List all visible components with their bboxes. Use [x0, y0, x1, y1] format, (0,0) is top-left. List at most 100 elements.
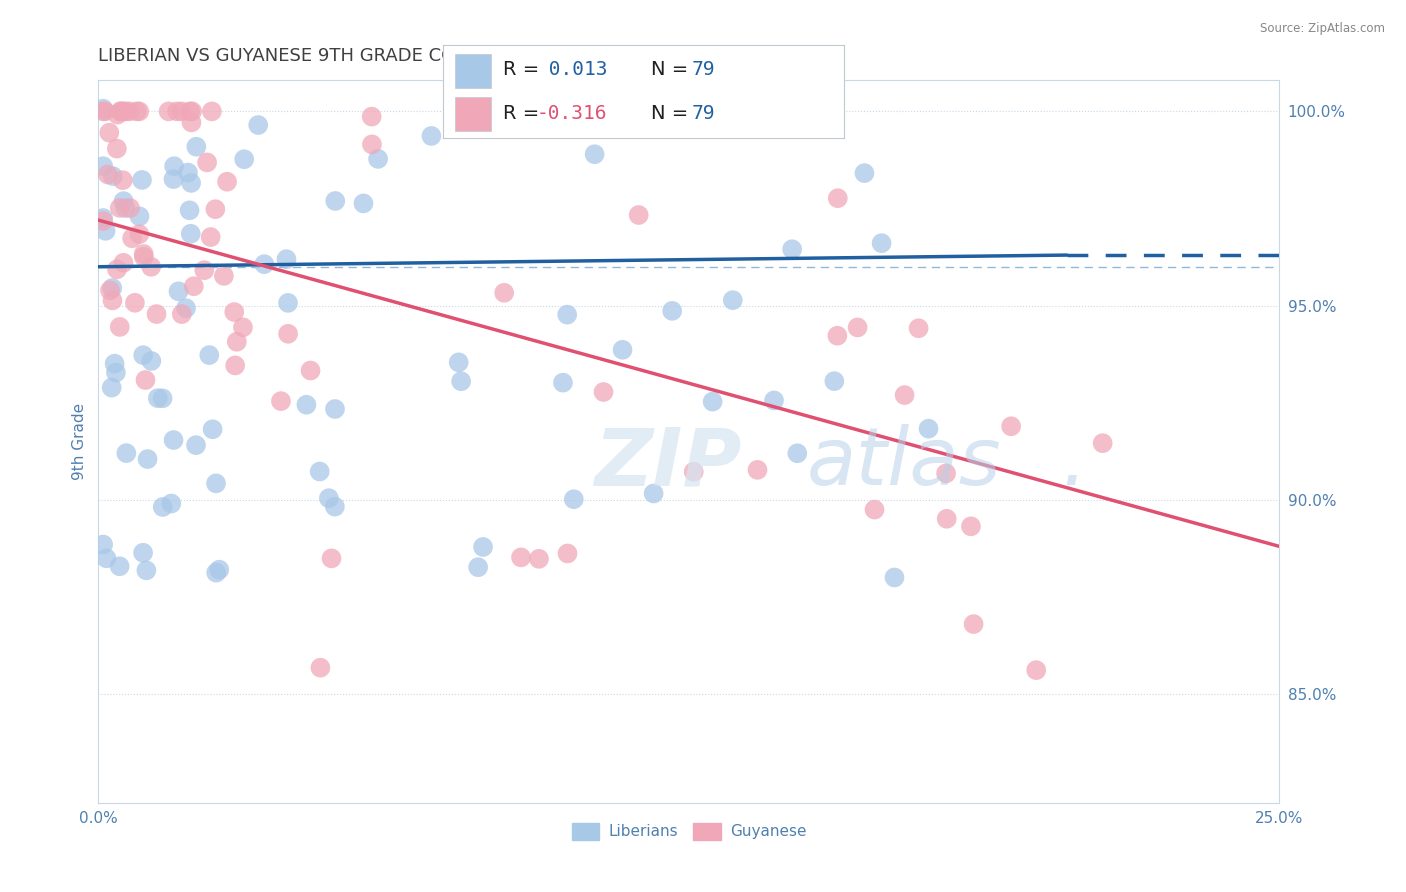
Point [91, 104, 114, 119]
Point [104, 357, 127, 371]
Point [108, 559, 131, 574]
Point [277, 326, 299, 341]
Point [661, 303, 683, 318]
Point [183, 279, 205, 293]
Point [128, 227, 150, 242]
Point [91, 537, 114, 551]
Point [97, 168, 120, 182]
Point [91, 102, 114, 116]
Point [205, 476, 228, 491]
Point [232, 320, 254, 334]
Point [101, 293, 124, 308]
Point [94, 224, 117, 238]
Point [935, 467, 957, 481]
Point [323, 194, 346, 208]
Text: .: . [1062, 425, 1087, 502]
Point [224, 305, 246, 319]
Point [467, 560, 489, 574]
Point [917, 422, 939, 436]
Point [136, 452, 159, 467]
Point [167, 285, 190, 299]
Text: N =: N = [651, 104, 695, 123]
Point [201, 422, 224, 436]
Point [682, 465, 704, 479]
Point [128, 104, 150, 119]
Point [107, 107, 129, 121]
Point [112, 104, 135, 119]
Point [299, 363, 322, 377]
Point [277, 296, 299, 310]
Point [747, 463, 769, 477]
Point [152, 392, 174, 406]
Text: 0.013: 0.013 [537, 61, 607, 79]
Point [827, 191, 849, 205]
Point [98, 283, 121, 297]
Point [846, 320, 869, 334]
Point [112, 194, 135, 208]
Point [1091, 436, 1114, 450]
Point [367, 152, 389, 166]
FancyBboxPatch shape [456, 97, 491, 131]
Point [201, 104, 224, 119]
Point [170, 104, 193, 119]
Point [420, 128, 443, 143]
Point [177, 165, 200, 179]
Point [180, 115, 202, 129]
Point [583, 147, 606, 161]
Point [612, 343, 634, 357]
Point [105, 142, 128, 156]
Point [551, 376, 574, 390]
Point [132, 348, 155, 362]
Point [763, 393, 786, 408]
Point [163, 159, 186, 173]
Point [91, 214, 114, 228]
Point [101, 281, 124, 295]
Point [128, 210, 150, 224]
Point [295, 398, 318, 412]
Point [114, 104, 136, 119]
Legend: Liberians, Guyanese: Liberians, Guyanese [565, 817, 813, 846]
Point [353, 196, 375, 211]
Point [361, 137, 384, 152]
Point [208, 563, 231, 577]
Point [863, 502, 886, 516]
Point [114, 201, 136, 215]
Point [180, 176, 202, 190]
Point [562, 492, 585, 507]
Point [212, 268, 235, 283]
Point [494, 285, 516, 300]
Text: 79: 79 [692, 104, 714, 123]
Point [124, 295, 146, 310]
Point [907, 321, 929, 335]
Point [555, 308, 578, 322]
Point [318, 491, 340, 505]
Point [225, 334, 247, 349]
Point [960, 519, 983, 533]
Point [309, 661, 332, 675]
Point [132, 546, 155, 560]
Point [853, 166, 876, 180]
Point [827, 328, 849, 343]
Point [204, 202, 226, 217]
Point [450, 374, 472, 388]
Point [135, 563, 157, 577]
Point [883, 570, 905, 584]
Point [108, 201, 131, 215]
Text: ZIP: ZIP [595, 425, 742, 502]
Point [146, 391, 169, 405]
Point [157, 104, 180, 119]
Point [105, 262, 128, 277]
Point [323, 500, 346, 514]
Point [527, 551, 550, 566]
Point [962, 617, 984, 632]
Text: Source: ZipAtlas.com: Source: ZipAtlas.com [1260, 22, 1385, 36]
Point [786, 446, 808, 460]
Point [104, 366, 127, 380]
Point [224, 359, 246, 373]
Point [91, 159, 114, 173]
Text: R =: R = [503, 104, 546, 123]
Point [198, 348, 221, 362]
Point [91, 211, 114, 225]
Point [180, 227, 202, 241]
Point [184, 438, 207, 452]
